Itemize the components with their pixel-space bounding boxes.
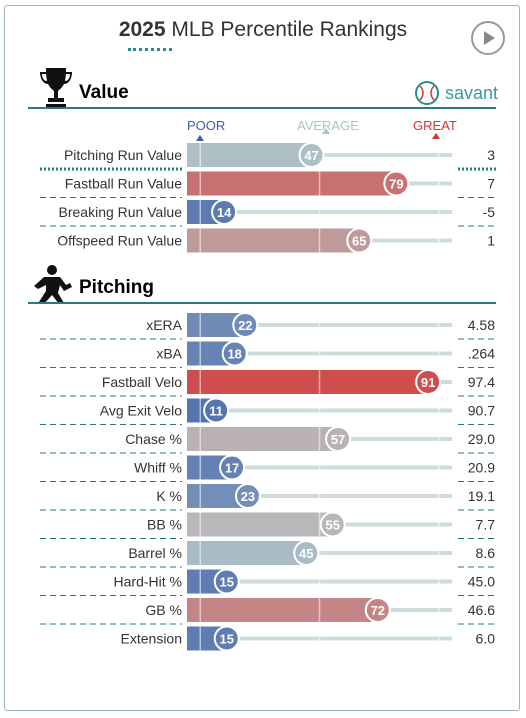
percentile-marker[interactable] (213, 568, 240, 595)
stat-value: 6.0 (476, 631, 496, 647)
rankings-card (4, 5, 520, 711)
percentile-label: 65 (352, 234, 366, 249)
category-label: Offspeed Run Value (57, 233, 182, 249)
percentile-label: 91 (421, 375, 435, 390)
percentile-marker[interactable] (364, 597, 391, 623)
category-label: xBA (156, 346, 182, 362)
section-divider-value (28, 107, 496, 109)
play-icon (484, 31, 495, 45)
percentile-marker[interactable] (383, 170, 410, 197)
legend-great: GREAT (413, 118, 457, 133)
stat-value: 45.0 (468, 574, 495, 590)
stat-value: 46.6 (468, 602, 495, 618)
legend-poor: POOR (187, 118, 226, 133)
stat-value: 8.6 (476, 545, 496, 561)
percentile-label: 79 (389, 177, 403, 192)
legend-average: AVERAGE (297, 118, 359, 133)
percentile-label: 47 (304, 148, 318, 163)
bar-bb (187, 512, 333, 537)
percentile-label: 55 (326, 518, 340, 533)
stat-value: 1 (487, 233, 495, 249)
bar-gb (187, 598, 378, 622)
title-underline (128, 48, 172, 51)
legend-poor-arrow (196, 135, 204, 141)
title-text: MLB Percentile Rankings (171, 18, 408, 41)
category-label: Extension (121, 631, 182, 647)
percentile-marker[interactable] (221, 340, 248, 367)
percentile-marker[interactable] (298, 142, 325, 168)
page-title: 2025 MLB Percentile Rankings (0, 18, 526, 42)
category-label: Fastball Run Value (65, 176, 182, 192)
savant-brand[interactable]: savant (445, 83, 499, 103)
play-button[interactable] (471, 21, 505, 55)
section-title-pitching: Pitching (79, 277, 154, 298)
bar-fastball-velo (187, 370, 429, 394)
category-label: BB % (147, 517, 182, 533)
percentile-marker[interactable] (219, 454, 246, 481)
percentile-label: 57 (331, 432, 345, 447)
percentile-label: 22 (238, 318, 252, 333)
category-label: Avg Exit Velo (100, 403, 182, 419)
baseball-icon (415, 81, 439, 105)
stat-value: -5 (483, 204, 496, 220)
percentile-label: 72 (371, 603, 385, 618)
legend-great-arrow (432, 133, 440, 139)
percentile-label: 17 (225, 461, 239, 476)
percentile-marker[interactable] (319, 511, 346, 538)
percentile-marker[interactable] (203, 397, 230, 424)
legend-average-arrow (322, 128, 330, 134)
category-label: Breaking Run Value (59, 204, 183, 220)
percentile-label: 14 (217, 205, 232, 220)
bar-offspeed-run-value (187, 228, 360, 253)
stat-value: 7 (487, 176, 495, 192)
stat-value: 29.0 (468, 431, 495, 447)
stat-value: 90.7 (468, 403, 495, 419)
stat-value: 19.1 (468, 488, 495, 504)
percentile-label: 15 (220, 632, 234, 647)
stat-value: 97.4 (468, 374, 495, 390)
category-label: Whiff % (134, 460, 182, 476)
percentile-label: 18 (227, 347, 241, 362)
category-label: GB % (145, 602, 182, 618)
category-label: Pitching Run Value (64, 147, 182, 163)
pitcher-icon (34, 265, 72, 304)
section-title-value: Value (79, 82, 129, 103)
legend-arrows (196, 128, 440, 141)
bar-chase (187, 427, 339, 451)
percentile-marker[interactable] (325, 426, 352, 452)
percentile-marker[interactable] (211, 199, 238, 225)
bar-barrel (187, 541, 307, 565)
trophy-icon (40, 68, 72, 109)
percentile-marker[interactable] (415, 369, 442, 395)
percentile-marker[interactable] (213, 625, 240, 652)
percentile-marker[interactable] (293, 540, 320, 566)
category-label: Barrel % (128, 545, 182, 561)
section-divider-pitching (28, 302, 496, 304)
category-label: xERA (146, 317, 182, 333)
category-label: Hard-Hit % (114, 574, 182, 590)
title-year: 2025 (118, 18, 166, 41)
percentile-label: 15 (220, 575, 234, 590)
stat-value: 3 (487, 147, 495, 163)
percentile-label: 23 (241, 489, 255, 504)
percentile-label: 11 (209, 404, 223, 419)
stat-value: 20.9 (468, 460, 495, 476)
stat-value: 7.7 (476, 517, 496, 533)
category-label: Chase % (125, 431, 182, 447)
stat-value: 4.58 (468, 317, 495, 333)
percentile-label: 45 (299, 546, 313, 561)
percentile-marker[interactable] (232, 312, 259, 338)
bar-pitching-run-value (187, 143, 312, 167)
percentile-marker[interactable] (346, 227, 373, 254)
category-label: K % (156, 488, 182, 504)
bar-fastball-run-value (187, 171, 397, 196)
stat-value: .264 (468, 346, 495, 362)
percentile-marker[interactable] (234, 483, 261, 509)
category-label: Fastball Velo (102, 374, 182, 390)
